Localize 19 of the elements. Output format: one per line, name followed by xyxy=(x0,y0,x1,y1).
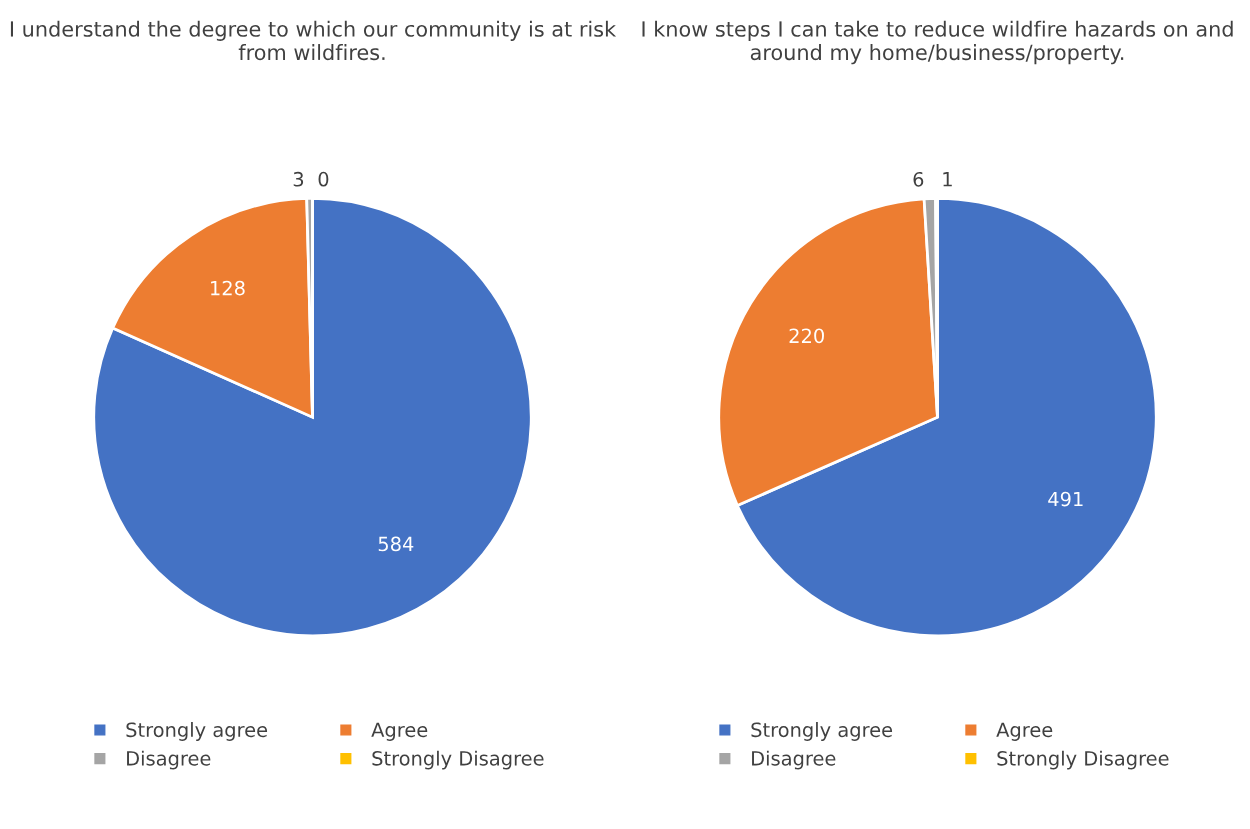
legend-label: Strongly Disagree xyxy=(997,750,1169,770)
text: 0 xyxy=(318,171,329,187)
data-label: 491 xyxy=(1048,491,1083,507)
legend-label: Strongly agree xyxy=(751,722,893,741)
chart-title: I understand the degree to which our community is at risk from wildfires. xyxy=(10,20,617,61)
legend-label: Strongly agree xyxy=(126,722,268,741)
legend-label: Disagree xyxy=(127,750,211,770)
data-label: 220 xyxy=(789,328,824,344)
data-label: 1 xyxy=(943,172,952,187)
legend-label: Strongly Disagree xyxy=(372,750,544,770)
data-label: 128 xyxy=(211,280,245,296)
data-label: 3 xyxy=(293,171,304,187)
legend-label: Agree xyxy=(371,722,428,741)
legend-label: Disagree xyxy=(752,750,836,770)
pie-slice xyxy=(92,197,533,638)
legend-label: Agree xyxy=(996,722,1053,741)
data-label: 584 xyxy=(378,536,414,552)
chart-title: I know steps I can take to reduce wildfire hazards on and around my home/business/property. xyxy=(642,20,1233,65)
data-label: 6 xyxy=(913,171,924,187)
